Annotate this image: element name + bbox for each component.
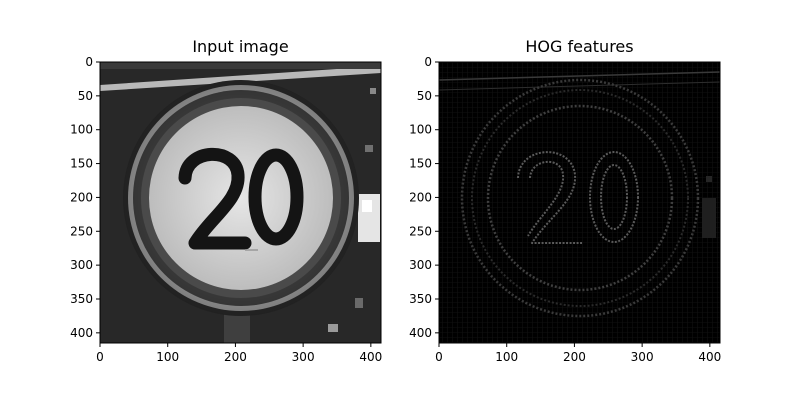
hog-features-ytick-label: 0 [424,55,432,69]
input-image-ytick-label: 350 [70,292,93,306]
input-image-xtick-label: 400 [359,350,382,364]
hog-features-ytick-label: 50 [417,89,432,103]
hog-digit-edges [517,151,639,244]
input-image-xtick-label: 300 [292,350,315,364]
hog-features-xtick-label: 100 [495,350,518,364]
input-image-title: Input image [192,37,288,56]
input-image-axes-frame [99,61,382,344]
input-image-ytick-label: 150 [70,157,93,171]
input-image-xtick-label: 200 [224,350,247,364]
hog-features-xtick-label: 0 [435,350,443,364]
sign-digits [178,147,304,250]
input-image-xtick-label: 0 [96,350,104,364]
hog-features-ytick-label: 100 [409,123,432,137]
input-image-xtick-label: 100 [156,350,179,364]
input-image-ytick-label: 200 [70,190,93,204]
input-image-ytick-label: 0 [85,55,93,69]
hog-features-ytick-label: 400 [409,326,432,340]
input-image-ytick-label: 300 [70,258,93,272]
input-image-ytick-label: 50 [78,89,93,103]
hog-features-image [438,62,721,343]
hog-features-ytick-label: 150 [409,157,432,171]
hog-features-xtick-label: 200 [563,350,586,364]
hog-features-ytick-label: 300 [409,258,432,272]
hog-features-axes-frame [438,61,721,344]
hog-features-ytick-label: 350 [409,292,432,306]
input-image-panel: Input image [70,37,382,364]
input-image-ytick-label: 100 [70,123,93,137]
hog-features-xtick-label: 300 [631,350,654,364]
hog-features-xtick-label: 400 [698,350,721,364]
hog-features-ytick-label: 200 [409,190,432,204]
hog-features-ytick-label: 250 [409,224,432,238]
input-image [100,62,381,343]
hog-features-title: HOG features [525,37,633,56]
input-image-ytick-label: 250 [70,224,93,238]
input-image-ytick-label: 400 [70,326,93,340]
